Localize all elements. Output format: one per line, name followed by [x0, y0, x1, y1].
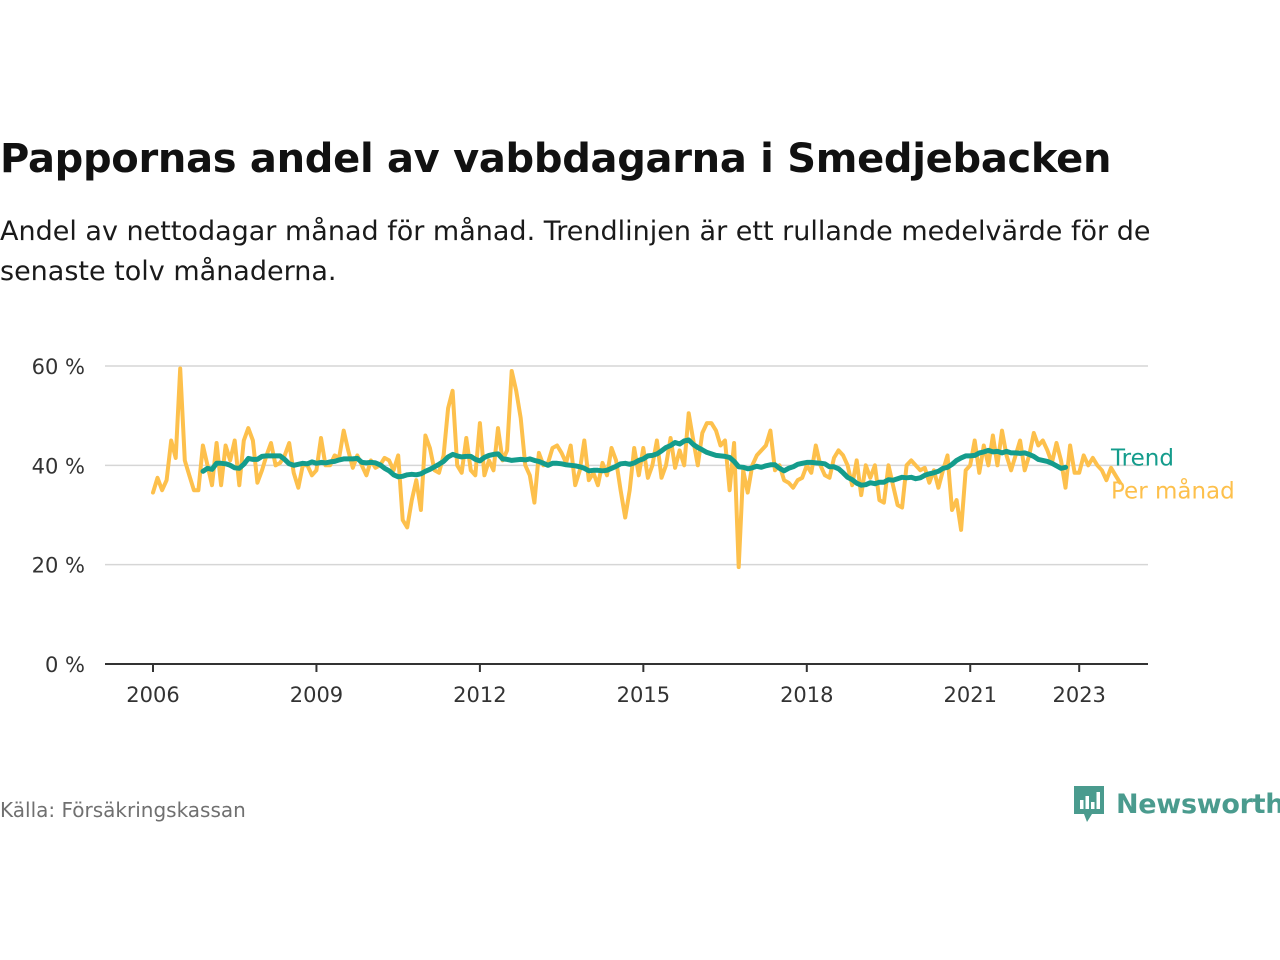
y-tick-label: 20 %: [32, 554, 85, 578]
x-tick: 2023: [1052, 664, 1106, 707]
x-axis: 2006 2009 2012 2015 2018 2021 2023: [105, 663, 1148, 707]
x-tick: 2009: [290, 664, 343, 707]
x-tick-label: 2015: [617, 683, 670, 707]
x-tick-label: 2023: [1052, 683, 1105, 707]
series-line: [200, 437, 1069, 488]
series-label: Trend: [1110, 445, 1174, 471]
series-group: [151, 366, 1122, 570]
chart-title: Pappornas andel av vabbdagarna i Smedjeb…: [0, 136, 1112, 182]
chart-subtitle: Andel av nettodagar månad för månad. Tre…: [0, 216, 1151, 287]
y-tick: 0 %: [45, 653, 85, 677]
y-axis: 0 % 20 % 40 % 60 %: [32, 355, 85, 677]
x-tick-label: 2012: [453, 683, 506, 707]
x-tick-label: 2009: [290, 683, 343, 707]
y-tick-label: 60 %: [32, 355, 85, 379]
line-chart: 0 % 20 % 40 % 60 % 2006 2009 2012 2015 2018 2021…: [32, 355, 1235, 707]
series-label: Per månad: [1111, 477, 1235, 505]
x-tick: 2015: [617, 664, 670, 707]
y-tick: 60 %: [32, 355, 85, 379]
newsworthy-logo-icon: [1074, 786, 1104, 822]
brand-logo[interactable]: Newsworthy: [1072, 784, 1280, 824]
source-note: Källa: Försäkringskassan: [0, 798, 246, 822]
brand-name: Newsworthy: [1116, 788, 1280, 820]
y-tick-label: 0 %: [45, 653, 85, 677]
x-tick-label: 2018: [780, 683, 833, 707]
x-tick: 2018: [780, 664, 834, 707]
x-tick-label: 2006: [126, 683, 179, 707]
x-tick-label: 2021: [944, 683, 997, 707]
x-tick: 2006: [126, 664, 180, 707]
y-tick-label: 40 %: [32, 454, 85, 478]
y-tick: 20 %: [32, 554, 85, 578]
series-line: [151, 366, 1122, 570]
x-tick: 2012: [453, 664, 507, 707]
series-labels: Per månad Trend: [1110, 445, 1235, 504]
x-tick: 2021: [944, 664, 997, 707]
y-tick: 40 %: [32, 454, 85, 478]
